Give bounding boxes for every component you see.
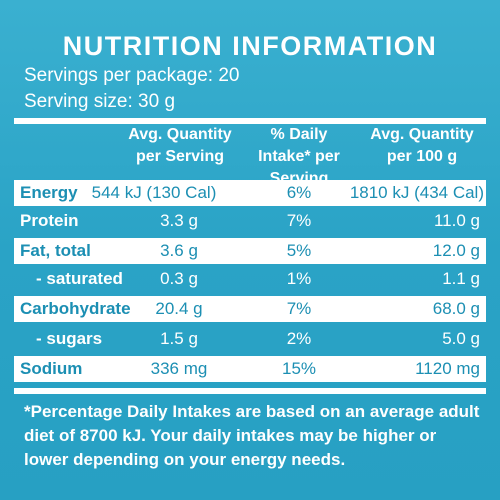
table-row-sugars: - sugars 1.5 g 2% 5.0 g — [14, 326, 486, 352]
per-100g-value: 1810 kJ (434 Cal) — [349, 183, 484, 202]
per-100g-value: 1.1 g — [442, 269, 480, 288]
row-label: Sodium — [20, 359, 83, 378]
daily-intake-value: 5% — [286, 241, 312, 260]
per-serving-value: 0.3 g — [160, 269, 198, 288]
table-row-sodium: Sodium 336 mg 15% 1120 mg — [14, 356, 486, 382]
daily-intake-value: 6% — [286, 183, 312, 202]
per-serving-value: 20.4 g — [155, 299, 203, 318]
table-row-protein: Protein 3.3 g 7% 11.0 g — [14, 208, 486, 234]
row-label: Fat, total — [20, 241, 91, 260]
per-100g-value: 11.0 g — [433, 211, 480, 230]
per-serving-value: 3.3 g — [160, 211, 198, 230]
per-100g-value: 68.0 g — [432, 299, 480, 318]
table-row-carbohydrate: Carbohydrate 20.4 g 7% 68.0 g — [14, 296, 486, 322]
daily-intake-value: 7% — [286, 211, 312, 230]
column-header-per-100g: Avg. Quantity per 100 g — [370, 126, 474, 165]
daily-intake-value: 7% — [286, 299, 312, 318]
daily-intake-value: 1% — [286, 269, 312, 288]
table-row-saturated: - saturated 0.3 g 1% 1.1 g — [14, 266, 486, 292]
serving-size: Serving size: 30 g — [24, 91, 176, 112]
per-100g-value: 12.0 g — [432, 241, 480, 260]
servings-per-package: Servings per package: 20 — [24, 65, 240, 86]
table-row-fat-total: Fat, total 3.6 g 5% 12.0 g — [14, 238, 486, 264]
row-label: Carbohydrate — [20, 299, 131, 318]
top-divider — [14, 118, 486, 124]
per-serving-value: 544 kJ (130 Cal) — [91, 183, 217, 202]
per-serving-value: 1.5 g — [160, 329, 198, 348]
column-header-per-serving: Avg. Quantity per Serving — [128, 126, 232, 165]
per-serving-value: 336 mg — [150, 359, 208, 378]
row-label: Protein — [20, 211, 79, 230]
per-serving-value: 3.6 g — [160, 241, 198, 260]
bottom-divider — [14, 388, 486, 394]
row-label: - sugars — [36, 329, 103, 348]
row-label: Energy — [20, 183, 78, 202]
panel-title: NUTRITION INFORMATION — [62, 31, 438, 61]
daily-intake-footnote: *Percentage Daily Intakes are based on a… — [24, 402, 480, 469]
table-row-energy: Energy 544 kJ (130 Cal) 6% 1810 kJ (434 … — [14, 180, 486, 206]
row-label: - saturated — [36, 269, 123, 288]
per-100g-value: 5.0 g — [442, 329, 480, 348]
per-100g-value: 1120 mg — [415, 359, 480, 378]
daily-intake-value: 2% — [286, 329, 312, 348]
daily-intake-value: 15% — [281, 359, 317, 378]
